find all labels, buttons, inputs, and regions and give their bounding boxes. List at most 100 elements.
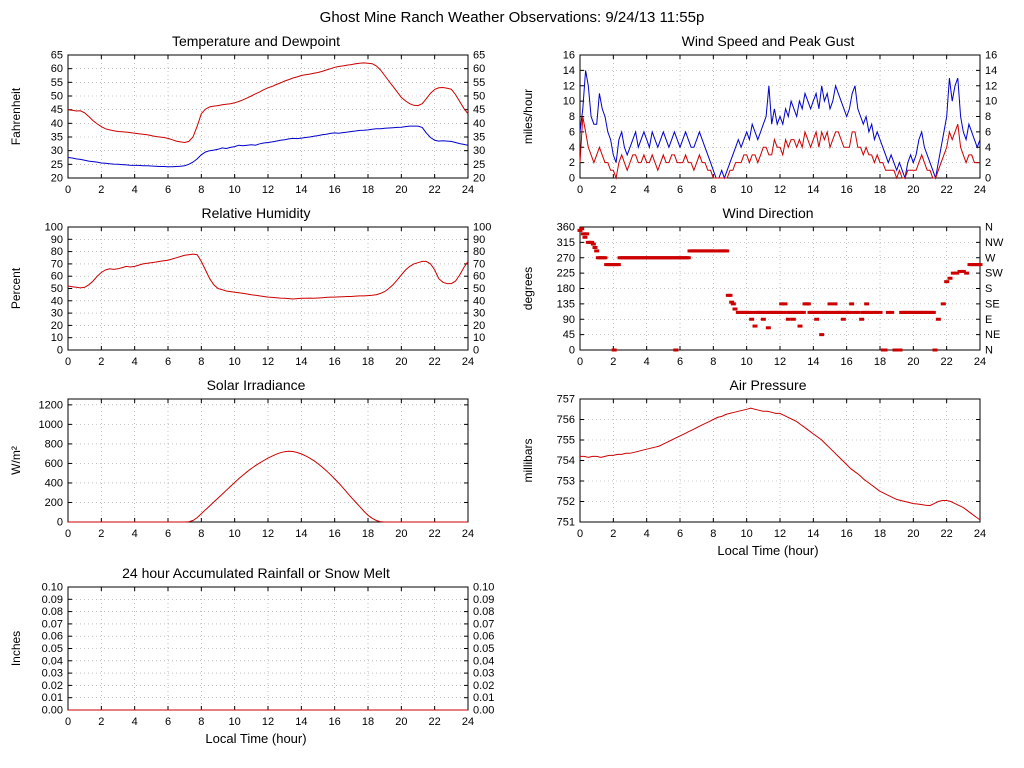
x-tick-label: 4 xyxy=(644,184,650,196)
y-tick-label-right: 90 xyxy=(473,234,485,246)
x-tick-label: 2 xyxy=(610,184,616,196)
y-tick-label: 0 xyxy=(57,345,63,357)
x-tick-label: 4 xyxy=(644,356,650,368)
y-tick-label: 90 xyxy=(563,314,575,326)
y-tick-label: 30 xyxy=(51,308,63,320)
y-tick-label: 751 xyxy=(557,517,575,529)
chart-title-temperature: Temperature and Dewpoint xyxy=(171,33,341,49)
x-tick-label: 2 xyxy=(98,528,104,540)
y-tick-label-right: 35 xyxy=(473,132,485,144)
series-direction-point xyxy=(852,310,858,314)
y-tick-label: 0.05 xyxy=(42,643,63,655)
chart-temperature-dewpoint: Temperature and Dewpoint 0 2 4 6 8 10 12 14 16 18… xyxy=(0,28,512,200)
x-tick-label: 18 xyxy=(874,356,886,368)
series-direction-point xyxy=(590,242,596,246)
air-pressure-plot: 0 2 4 6 8 10 12 14 16 18 20 22 247517527537547557567… xyxy=(521,394,986,540)
series-direction-point xyxy=(759,310,765,314)
y-tick-label: 0.10 xyxy=(42,582,63,594)
series-direction-point xyxy=(582,235,588,239)
compass-label: NE xyxy=(985,329,1000,341)
x-tick-label: 8 xyxy=(710,528,716,540)
x-tick-label: 12 xyxy=(774,184,786,196)
x-tick-label: 4 xyxy=(132,356,138,368)
y-tick-label: 10 xyxy=(563,96,575,108)
y-tick-label-right: 40 xyxy=(473,118,485,130)
compass-label: W xyxy=(985,252,996,264)
series-direction-point xyxy=(954,271,960,275)
y-axis-label: Inches xyxy=(9,631,23,666)
y-tick-label: 400 xyxy=(45,477,63,489)
series-direction-point xyxy=(764,310,770,314)
compass-label: N xyxy=(985,222,993,234)
x-tick-label: 24 xyxy=(974,356,986,368)
y-tick-label: 600 xyxy=(45,458,63,470)
y-tick-label: 90 xyxy=(51,234,63,246)
chart-wind-direction: Wind Direction 0 2 4 6 8 10 12 14 16 18 20 22 24 0 45 9… xyxy=(512,200,1024,372)
y-axis-label: miles/hour xyxy=(521,89,535,144)
x-tick-label: 22 xyxy=(429,528,441,540)
series-direction-point xyxy=(777,310,783,314)
x-tick-label: 4 xyxy=(644,528,650,540)
chart-title-rainfall: 24 hour Accumulated Rainfall or Snow Mel… xyxy=(122,565,390,581)
series-direction-point xyxy=(789,310,795,314)
x-tick-label: 24 xyxy=(974,184,986,196)
x-tick-label: 0 xyxy=(65,716,71,728)
series-direction-point xyxy=(760,317,766,321)
y-tick-label: 0 xyxy=(569,345,575,357)
x-tick-label: 24 xyxy=(974,528,986,540)
series-dewpoint-line xyxy=(67,125,469,168)
y-tick-label-right: 60 xyxy=(473,63,485,75)
x-axis-label-rainfall: Local Time (hour) xyxy=(205,731,307,746)
x-tick-label: 0 xyxy=(65,528,71,540)
series-direction-point xyxy=(964,271,970,275)
series-direction-point xyxy=(592,246,598,249)
series-direction-point xyxy=(724,249,730,253)
series-direction-point xyxy=(795,310,801,314)
x-tick-label: 2 xyxy=(610,356,616,368)
x-tick-label: 20 xyxy=(395,356,407,368)
y-tick-label-right: 30 xyxy=(473,308,485,320)
y-tick-label: 40 xyxy=(51,118,63,130)
x-tick-label: 4 xyxy=(132,184,138,196)
x-tick-label: 18 xyxy=(362,356,374,368)
y-tick-label-right: 6 xyxy=(985,126,991,138)
compass-label: S xyxy=(985,283,992,295)
x-tick-label: 8 xyxy=(710,356,716,368)
series-direction-point xyxy=(882,348,888,352)
compass-label: SW xyxy=(985,268,1003,280)
series-direction-point xyxy=(827,302,833,306)
x-tick-label: 12 xyxy=(774,356,786,368)
chart-title-pressure: Air Pressure xyxy=(729,377,807,393)
series-direction-point xyxy=(877,310,883,314)
x-tick-label: 10 xyxy=(229,528,241,540)
y-tick-label: 60 xyxy=(51,63,63,75)
series-direction-point xyxy=(940,302,946,306)
y-tick-label-right: 0.08 xyxy=(473,606,494,618)
compass-label: SE xyxy=(985,298,1000,310)
y-tick-label: 1200 xyxy=(39,399,63,411)
series-direction-point xyxy=(814,317,820,321)
series-direction-point xyxy=(730,302,736,306)
series-direction-point xyxy=(729,300,735,304)
y-axis-label: millibars xyxy=(521,438,535,482)
y-tick-label: 8 xyxy=(569,111,575,123)
x-tick-label: 10 xyxy=(741,356,753,368)
x-tick-label: 10 xyxy=(741,184,753,196)
series-temperature-line xyxy=(67,62,469,144)
x-tick-label: 14 xyxy=(295,184,307,196)
x-tick-label: 12 xyxy=(262,356,274,368)
series-direction-point xyxy=(579,227,585,231)
x-tick-label: 8 xyxy=(198,184,204,196)
y-tick-label-right: 0.00 xyxy=(473,705,494,717)
x-tick-label: 0 xyxy=(577,356,583,368)
y-tick-label: 70 xyxy=(51,258,63,270)
x-tick-label: 10 xyxy=(229,356,241,368)
x-tick-label: 6 xyxy=(165,528,171,540)
series-pressure-line xyxy=(580,407,981,521)
series-direction-point xyxy=(867,310,873,314)
series-direction-point xyxy=(874,310,880,314)
y-tick-label: 25 xyxy=(51,159,63,171)
x-tick-label: 22 xyxy=(941,528,953,540)
x-tick-label: 16 xyxy=(841,356,853,368)
